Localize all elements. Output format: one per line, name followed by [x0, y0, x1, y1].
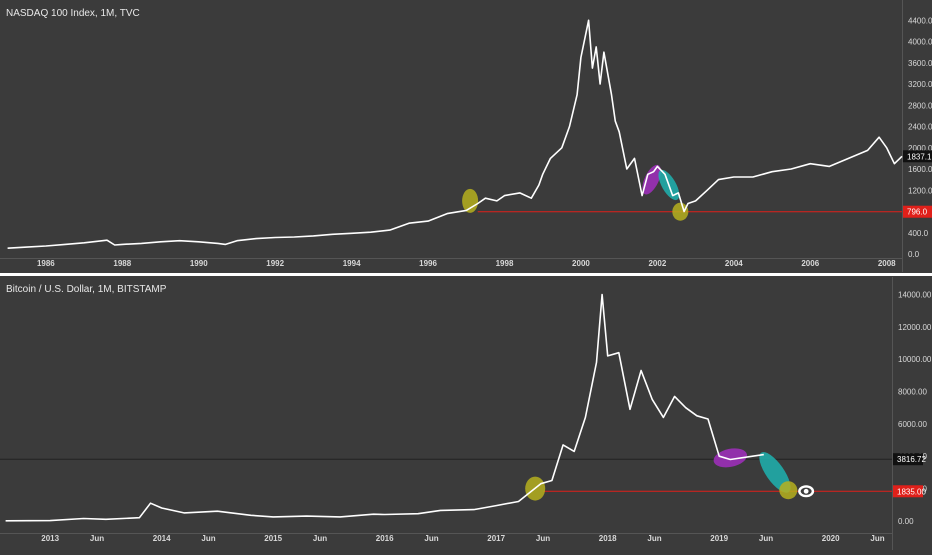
bitcoin-price-line [5, 293, 764, 522]
bitcoin-highlight-teal [759, 452, 791, 493]
nasdaq-y-tick-label: 0.0 [908, 250, 920, 259]
bitcoin-x-tick-label: 2014 [153, 534, 171, 543]
bitcoin-support-value-label: 1835.00 [897, 487, 926, 496]
bitcoin-x-tick-label: 2015 [264, 534, 282, 543]
nasdaq-x-tick-label: 1990 [190, 259, 208, 268]
bitcoin-current-value-badge [893, 453, 923, 466]
nasdaq-support-value-badge [903, 205, 932, 218]
nasdaq-y-tick-label: 400.0 [908, 229, 929, 238]
nasdaq-x-tick-label: 2000 [572, 259, 590, 268]
bitcoin-chart-title: Bitcoin / U.S. Dollar, 1M, BITSTAMP [6, 284, 167, 295]
nasdaq-pane: 0.0400.0800.01200.01600.02000.02400.0280… [7, 16, 932, 268]
bitcoin-x-tick-label: Jun [90, 534, 104, 543]
bitcoin-x-tick-label: Jun [536, 534, 550, 543]
bitcoin-pane: 0.002000.004000.006000.008000.0010000.00… [0, 290, 932, 543]
bitcoin-x-tick-label: Jun [201, 534, 215, 543]
nasdaq-y-tick-label: 4000.0 [908, 38, 932, 47]
bitcoin-x-tick-label: Jun [647, 534, 661, 543]
nasdaq-y-tick-label: 1600.0 [908, 165, 932, 174]
nasdaq-price-line [7, 19, 903, 249]
nasdaq-y-tick-label: 4400.0 [908, 16, 932, 25]
bitcoin-x-tick-label: 2020 [822, 534, 840, 543]
bitcoin-highlight-purple [713, 448, 748, 468]
bitcoin-y-tick-label: 14000.00 [898, 290, 932, 299]
bitcoin-y-tick-label: 8000.00 [898, 388, 927, 397]
bitcoin-x-tick-label: Jun [313, 534, 327, 543]
nasdaq-x-tick-label: 1996 [419, 259, 437, 268]
nasdaq-x-tick-label: 1988 [113, 259, 131, 268]
bitcoin-y-tick-label: 6000.00 [898, 420, 927, 429]
nasdaq-y-tick-label: 3600.0 [908, 59, 932, 68]
bitcoin-y-tick-label: 12000.00 [898, 323, 932, 332]
bitcoin-x-tick-label: 2017 [487, 534, 505, 543]
bitcoin-x-tick-label: Jun [870, 534, 884, 543]
bitcoin-x-tick-label: Jun [424, 534, 438, 543]
nasdaq-y-tick-label: 2000.0 [908, 144, 932, 153]
nasdaq-y-tick-label: 2800.0 [908, 101, 932, 110]
nasdaq-y-tick-label: 1200.0 [908, 186, 932, 195]
bitcoin-x-tick-label: Jun [759, 534, 773, 543]
eye-icon [798, 485, 815, 498]
bitcoin-y-tick-label: 0.00 [898, 517, 914, 526]
nasdaq-x-tick-label: 2002 [648, 259, 666, 268]
pane-divider [0, 273, 932, 276]
nasdaq-x-tick-label: 1998 [496, 259, 514, 268]
eye-icon-pupil [803, 488, 809, 494]
nasdaq-chart-title: NASDAQ 100 Index, 1M, TVC [6, 8, 140, 19]
nasdaq-current-value-badge [903, 150, 932, 163]
bitcoin-x-tick-label: 2019 [710, 534, 728, 543]
nasdaq-y-tick-label: 2400.0 [908, 123, 932, 132]
nasdaq-x-tick-label: 2006 [801, 259, 819, 268]
nasdaq-x-tick-label: 1994 [343, 259, 361, 268]
bitcoin-x-tick-label: 2013 [41, 534, 59, 543]
nasdaq-x-tick-label: 2004 [725, 259, 743, 268]
nasdaq-y-tick-label: 3200.0 [908, 80, 932, 89]
bitcoin-x-tick-label: 2016 [376, 534, 394, 543]
nasdaq-x-tick-label: 2008 [878, 259, 896, 268]
nasdaq-highlight-purple [642, 164, 661, 195]
nasdaq-highlight-yellow [462, 188, 479, 213]
bitcoin-current-value-label: 3816.72 [897, 455, 926, 464]
nasdaq-x-tick-label: 1992 [266, 259, 284, 268]
nasdaq-highlight-yellow [672, 202, 689, 221]
bitcoin-x-tick-label: 2018 [599, 534, 617, 543]
nasdaq-support-value-label: 796.0 [907, 208, 928, 217]
bitcoin-y-tick-label: 10000.00 [898, 355, 932, 364]
nasdaq-x-tick-label: 1986 [37, 259, 55, 268]
bitcoin-highlight-yellow [779, 481, 798, 500]
nasdaq-current-value-label: 1837.1 [907, 152, 932, 161]
bitcoin-support-value-badge [893, 485, 923, 498]
